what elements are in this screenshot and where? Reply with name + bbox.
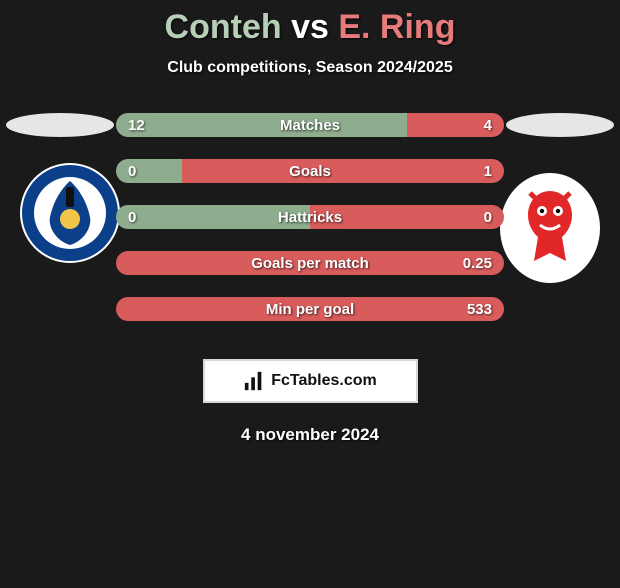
title-left: Conteh [165,8,282,46]
bar-label: Min per goal [266,301,354,318]
club-badge-right [500,173,600,283]
bar-value-right: 533 [467,301,492,318]
bar-label: Goals [289,163,331,180]
brand-text: FcTables.com [271,372,377,390]
club-badge-left [20,163,120,263]
bar-min-per-goal: Min per goal 533 [116,297,504,321]
brand-box[interactable]: FcTables.com [203,359,418,403]
bar-value-left: 12 [128,117,145,134]
bar-value-right: 4 [484,117,492,134]
bar-fill-left [116,113,407,137]
bar-value-right: 1 [484,163,492,180]
title-right: E. Ring [338,8,455,46]
bar-value-right: 0 [484,209,492,226]
bar-label: Hattricks [278,209,342,226]
title-vs: vs [291,8,329,46]
bar-fill-right [182,159,504,183]
bar-matches: 12 Matches 4 [116,113,504,137]
date-text: 4 november 2024 [0,425,620,445]
subtitle: Club competitions, Season 2024/2025 [0,59,620,77]
avatar-placeholder-left [6,113,114,137]
bar-hattricks: 0 Hattricks 0 [116,205,504,229]
stat-bars: 12 Matches 4 0 Goals 1 0 Hattricks 0 Goa… [116,113,504,343]
avatar-placeholder-right [506,113,614,137]
bar-goals: 0 Goals 1 [116,159,504,183]
shield-icon [20,163,120,263]
bar-value-right: 0.25 [463,255,492,272]
page-title: Conteh vs E. Ring [0,8,620,47]
bar-fill-left [116,159,182,183]
bar-chart-icon [243,370,265,392]
bar-value-left: 0 [128,209,136,226]
imp-mascot-icon [500,173,600,283]
bar-value-left: 0 [128,163,136,180]
bar-label: Matches [280,117,340,134]
bar-label: Goals per match [251,255,369,272]
bar-goals-per-match: Goals per match 0.25 [116,251,504,275]
